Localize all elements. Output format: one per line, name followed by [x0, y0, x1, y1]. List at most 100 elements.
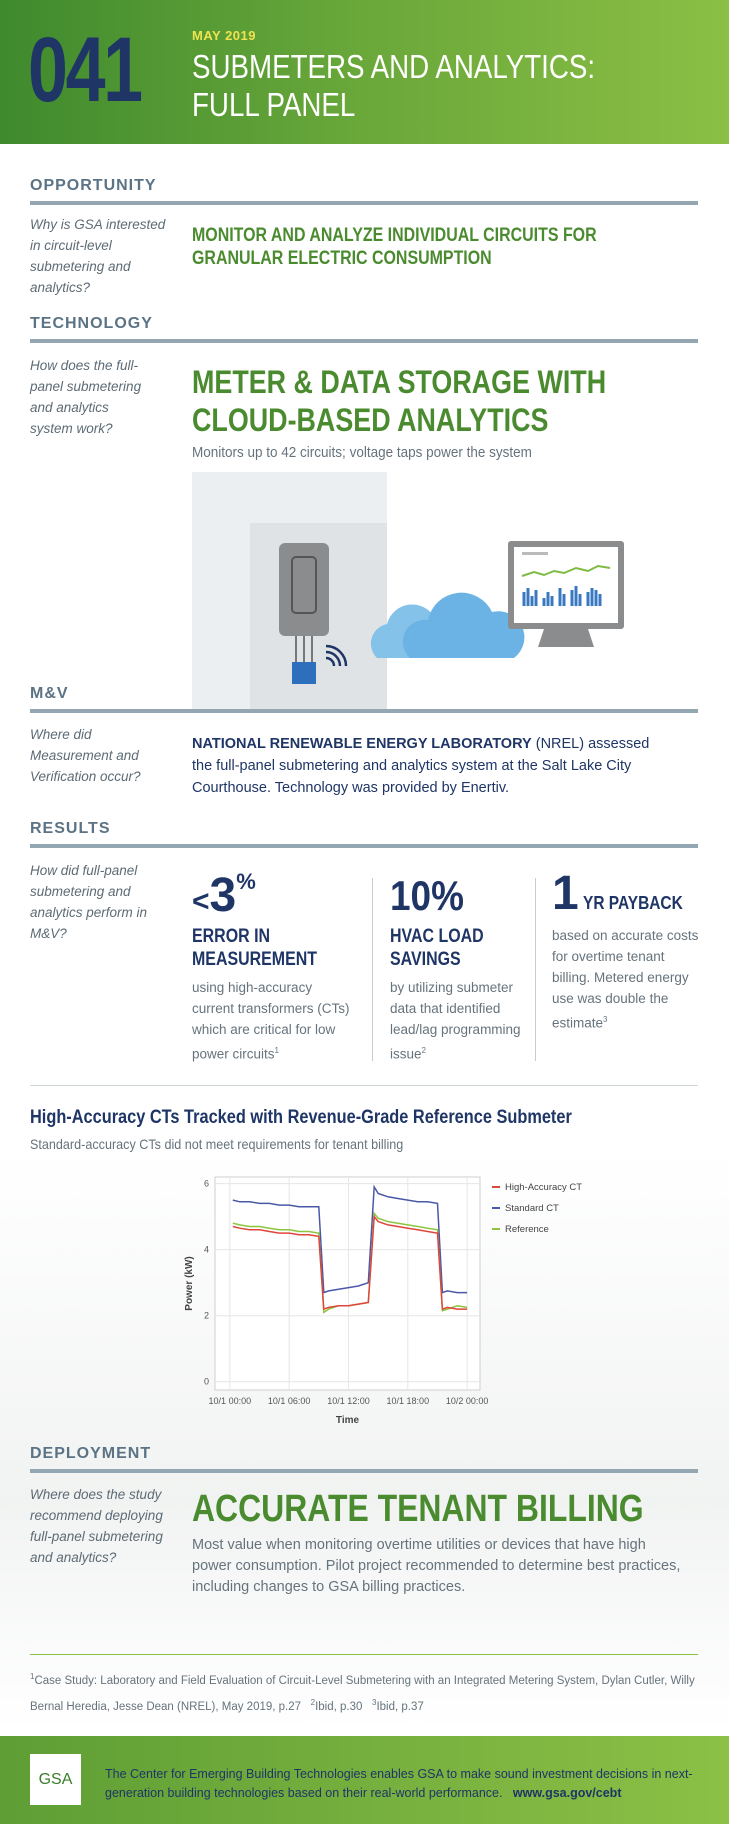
- divider: [30, 1085, 698, 1086]
- rule: [30, 339, 698, 343]
- x-tick-label: 10/1 12:00: [327, 1396, 370, 1406]
- illustration: [192, 472, 624, 709]
- headline: MONITOR AND ANALYZE INDIVIDUAL CIRCUITS …: [192, 224, 674, 270]
- plot-area: [214, 1176, 481, 1391]
- result-title: ERROR IN MEASUREMENT: [192, 925, 341, 971]
- issue-number-text: 041: [28, 19, 143, 121]
- header: [0, 0, 729, 144]
- question: Where did Measurement and Verification o…: [30, 727, 141, 784]
- footer: [0, 1736, 729, 1824]
- question: Where does the study recommend deploying…: [30, 1487, 163, 1565]
- x-tick-label: 10/1 18:00: [387, 1396, 430, 1406]
- issue-number: 041: [28, 18, 173, 123]
- x-tick-label: 10/1 00:00: [209, 1396, 252, 1406]
- title-line: SUBMETERS AND ANALYTICS:: [192, 48, 596, 85]
- footnote-text: Case Study: Laboratory and Field Evaluat…: [30, 1674, 695, 1713]
- deployment-text: Most value when monitoring overtime util…: [192, 1537, 681, 1595]
- mv-text: NATIONAL RENEWABLE ENERGY LABORATORY (NR…: [192, 733, 662, 799]
- cloud: [402, 592, 525, 658]
- chart-subtitle: Standard-accuracy CTs did not meet requi…: [30, 1136, 445, 1152]
- rule: [30, 844, 698, 848]
- chart-title: High-Accuracy CTs Tracked with Revenue-G…: [30, 1107, 660, 1129]
- rule: [30, 709, 698, 713]
- subtext: Monitors up to 42 circuits; voltage taps…: [192, 444, 570, 461]
- footer-link[interactable]: www.gsa.gov/cebt: [512, 1786, 622, 1800]
- result-text-body: based on accurate costs for overtime ten…: [552, 928, 699, 1031]
- footnote-mark: 3: [372, 1697, 377, 1707]
- legend-label: Reference: [505, 1224, 549, 1235]
- result-figure: 1 YR PAYBACK: [552, 866, 699, 921]
- y-tick-label: 6: [204, 1179, 209, 1189]
- sensor: [292, 662, 316, 684]
- result-figure: <3%: [192, 868, 256, 923]
- logo: GSA: [30, 1754, 81, 1805]
- figure-unit: YR PAYBACK: [583, 893, 683, 913]
- rule: [30, 1469, 698, 1473]
- result-title-line: SAVINGS: [390, 949, 461, 970]
- rule: [30, 1654, 698, 1655]
- chart-subtitle-text: Standard-accuracy CTs did not meet requi…: [30, 1136, 404, 1152]
- section-heading: RESULTS: [30, 820, 111, 837]
- x-axis-label: Time: [336, 1415, 360, 1426]
- headline: ACCURATE TENANT BILLING: [192, 1488, 729, 1531]
- headline-line: METER & DATA STORAGE WITH: [192, 364, 607, 400]
- headline-text: ACCURATE TENANT BILLING: [192, 1488, 644, 1530]
- monitor-stand: [538, 629, 594, 647]
- title: SUBMETERS AND ANALYTICS: FULL PANEL: [192, 48, 672, 124]
- meter-window: [291, 556, 317, 614]
- footnote-mark: 1: [30, 1672, 35, 1681]
- result-title-line: HVAC LOAD: [390, 926, 484, 947]
- result-text: based on accurate costs for overtime ten…: [552, 925, 702, 1034]
- footnote-ref: 3: [603, 1015, 608, 1024]
- headline-line: MONITOR AND ANALYZE INDIVIDUAL CIRCUITS …: [192, 225, 597, 246]
- figure-value: 3: [209, 869, 237, 922]
- screen: [514, 547, 618, 623]
- y-tick-label: 4: [204, 1245, 209, 1255]
- chart: 0 2 4 6 10/1 00:00 10/1 06:00 10/1 12:00 10/1 1…: [184, 1176, 582, 1426]
- headline-line: GRANULAR ELECTRIC CONSUMPTION: [192, 248, 492, 269]
- x-tick-label: 10/1 06:00: [268, 1396, 311, 1406]
- section-heading: DEPLOYMENT: [30, 1445, 152, 1462]
- footnote-mark: 2: [310, 1697, 316, 1707]
- rule: [30, 201, 698, 205]
- question: Why is GSA interested in circuit-level s…: [30, 217, 166, 295]
- section-heading: TECHNOLOGY: [30, 315, 153, 332]
- result-text: using high-accuracy current transformers…: [192, 977, 352, 1065]
- footnote-text: Ibid, p.30: [315, 1700, 363, 1713]
- footnote-ref: 1: [274, 1046, 279, 1055]
- chart-title-text: High-Accuracy CTs Tracked with Revenue-G…: [30, 1107, 572, 1128]
- screen-line: [522, 552, 548, 555]
- legend-label: High-Accuracy CT: [505, 1182, 582, 1193]
- result-title: HVAC LOAD SAVINGS: [390, 925, 502, 971]
- screen-bars: [522, 586, 602, 606]
- figure-prefix: <: [192, 885, 210, 918]
- question: How did full-panel submetering and analy…: [30, 863, 148, 941]
- footer-body: The Center for Emerging Building Technol…: [105, 1767, 693, 1800]
- y-axis-label: Power (kW): [184, 1256, 195, 1310]
- legend-label: Standard CT: [505, 1203, 559, 1214]
- figure-value: 1: [552, 867, 579, 920]
- footnote-text: Ibid, p.37: [376, 1700, 424, 1713]
- section-heading: OPPORTUNITY: [30, 177, 157, 194]
- result-text: by utilizing submeter data that identifi…: [390, 977, 525, 1065]
- y-tick-label: 0: [204, 1377, 209, 1387]
- figure-unit: %: [236, 869, 256, 894]
- signal: [325, 644, 348, 667]
- series-line: [232, 1214, 468, 1311]
- result-title-line: MEASUREMENT: [192, 949, 318, 970]
- y-tick-label: 2: [204, 1311, 209, 1321]
- result-figure: 10%: [390, 872, 474, 920]
- mv-bold: NATIONAL RENEWABLE ENERGY LABORATORY: [192, 736, 532, 752]
- result-title-line: ERROR IN: [192, 926, 271, 947]
- headline: METER & DATA STORAGE WITH CLOUD-BASED ANA…: [192, 363, 685, 439]
- question: How does the full-panel submetering and …: [30, 358, 142, 436]
- screen-chart: [521, 564, 611, 577]
- divider: [372, 878, 373, 1061]
- footnotes: 1Case Study: Laboratory and Field Evalua…: [30, 1666, 702, 1718]
- section-heading: M&V: [30, 685, 69, 702]
- headline-line: CLOUD-BASED ANALYTICS: [192, 402, 549, 438]
- title-line: FULL PANEL: [192, 86, 356, 123]
- result-text-body: using high-accuracy current transformers…: [192, 980, 350, 1062]
- mv-rest: (NREL) assessed the full-panel submeteri…: [192, 736, 650, 796]
